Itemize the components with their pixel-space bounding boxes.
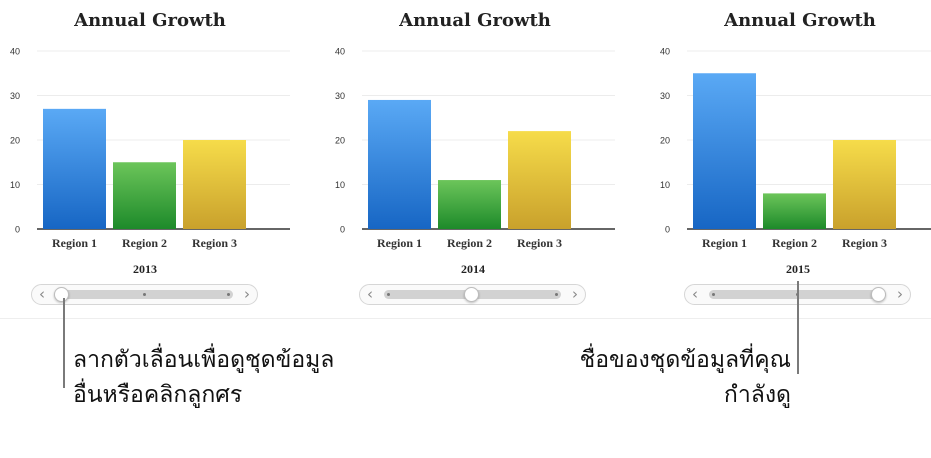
- bar-region-1: [693, 73, 756, 229]
- dataset-name-label: 2013: [133, 262, 157, 276]
- bar-region-2: [438, 180, 501, 229]
- chart-title: Annual Growth: [724, 10, 876, 31]
- y-tick-label: 40: [660, 47, 670, 57]
- y-tick-label: 10: [10, 180, 20, 190]
- next-arrow-icon[interactable]: ›: [244, 285, 250, 303]
- bar-chart-2015: 0 10 20 30 40 Region 1 Region 2 Region 3: [660, 47, 931, 250]
- y-tick-label: 30: [335, 91, 345, 101]
- chart-panel-2014: Annual Growth 0 10 20 30 40 Region 1 Region 2 R…: [325, 0, 625, 310]
- y-tick-label: 0: [340, 225, 345, 235]
- y-tick-label: 20: [335, 136, 345, 146]
- category-label: Region 3: [842, 236, 887, 250]
- previous-arrow-icon[interactable]: ‹: [692, 285, 698, 303]
- chart-panel-2013: Annual Growth 0 10 20 30 40 Region 1 Region 2 R…: [0, 0, 300, 310]
- bar-region-2: [113, 162, 176, 229]
- slider-track[interactable]: [384, 287, 561, 302]
- dataset-slider[interactable]: ‹ ›: [31, 284, 258, 305]
- slider-thumb[interactable]: [871, 287, 886, 302]
- y-tick-label: 30: [660, 91, 670, 101]
- category-label: Region 1: [702, 236, 747, 250]
- y-tick-label: 0: [665, 225, 670, 235]
- slider-track[interactable]: [54, 287, 233, 302]
- slider-thumb[interactable]: [464, 287, 479, 302]
- bar-chart-2013: 0 10 20 30 40 Region 1 Region 2 Region 3: [10, 47, 290, 250]
- callout-text: ลากตัวเลื่อนเพื่อดูชุดข้อมูล: [73, 347, 335, 373]
- divider: [0, 318, 931, 319]
- callout-text: อื่นหรือคลิกลูกศร: [73, 382, 243, 408]
- dataset-name-label: 2015: [786, 262, 810, 276]
- dataset-slider[interactable]: ‹ ›: [359, 284, 586, 305]
- callout-slider-caption: ลากตัวเลื่อนเพื่อดูชุดข้อมูล อื่นหรือคลิ…: [73, 343, 334, 413]
- callout-dataset-caption: ชื่อของชุดข้อมูลที่คุณ กำลังดู: [580, 343, 791, 413]
- y-tick-label: 20: [660, 136, 670, 146]
- next-arrow-icon[interactable]: ›: [897, 285, 903, 303]
- slider-stop-marker: [227, 293, 230, 296]
- category-label: Region 1: [52, 236, 97, 250]
- previous-arrow-icon[interactable]: ‹: [367, 285, 373, 303]
- chart-panel-2015: Annual Growth 0 10 20 30 40 Region 1 Region 2 R…: [650, 0, 931, 310]
- category-label: Region 3: [192, 236, 237, 250]
- bar-region-2: [763, 193, 826, 229]
- bar-region-1: [368, 99, 431, 229]
- y-tick-label: 0: [15, 225, 20, 235]
- callout-line-dataset-name: [797, 281, 799, 374]
- chart-title: Annual Growth: [74, 10, 226, 31]
- category-label: Region 2: [772, 236, 817, 250]
- bar-region-3: [508, 131, 571, 229]
- slider-stop-marker: [387, 293, 390, 296]
- callout-line-slider: [63, 298, 65, 388]
- previous-arrow-icon[interactable]: ‹: [39, 285, 45, 303]
- category-label: Region 2: [122, 236, 167, 250]
- slider-stop-marker: [555, 293, 558, 296]
- dataset-name-label: 2014: [461, 262, 485, 276]
- y-tick-label: 10: [335, 180, 345, 190]
- y-tick-label: 40: [10, 47, 20, 57]
- y-tick-label: 30: [10, 91, 20, 101]
- bar-region-3: [833, 140, 896, 229]
- bar-chart-2014: 0 10 20 30 40 Region 1 Region 2 Region 3: [335, 47, 615, 250]
- chart-title: Annual Growth: [399, 10, 551, 31]
- slider-stop-marker: [143, 293, 146, 296]
- y-tick-label: 10: [660, 180, 670, 190]
- bar-region-3: [183, 140, 246, 229]
- y-tick-label: 20: [10, 136, 20, 146]
- y-tick-label: 40: [335, 47, 345, 57]
- callout-text: กำลังดู: [723, 382, 791, 408]
- next-arrow-icon[interactable]: ›: [572, 285, 578, 303]
- slider-thumb[interactable]: [54, 287, 69, 302]
- slider-stop-marker: [712, 293, 715, 296]
- callout-text: ชื่อของชุดข้อมูลที่คุณ: [579, 347, 791, 373]
- category-label: Region 2: [447, 236, 492, 250]
- category-label: Region 1: [377, 236, 422, 250]
- bar-region-1: [43, 108, 106, 229]
- category-label: Region 3: [517, 236, 562, 250]
